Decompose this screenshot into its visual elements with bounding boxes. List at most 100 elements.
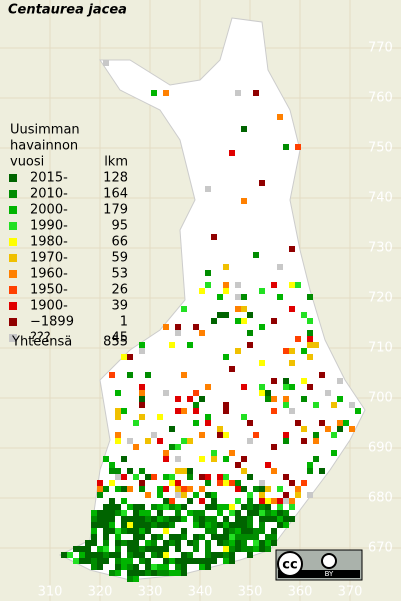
- record-square: [217, 474, 223, 480]
- y-axis-label: 690: [368, 441, 393, 456]
- record-square: [163, 390, 169, 396]
- record-square: [157, 516, 163, 522]
- legend-label: 1950-: [30, 283, 68, 298]
- record-square: [103, 456, 109, 462]
- record-square: [259, 540, 265, 546]
- record-square: [319, 420, 325, 426]
- record-square: [235, 462, 241, 468]
- record-square: [91, 540, 97, 546]
- record-square: [175, 330, 181, 336]
- record-square: [187, 558, 193, 564]
- record-square: [163, 90, 169, 96]
- record-square: [271, 468, 277, 474]
- record-square: [199, 558, 205, 564]
- record-square: [163, 498, 169, 504]
- record-square: [199, 534, 205, 540]
- record-square: [265, 510, 271, 516]
- record-square: [103, 522, 109, 528]
- record-square: [235, 480, 241, 486]
- record-square: [205, 564, 211, 570]
- record-square: [199, 396, 205, 402]
- record-square: [259, 390, 265, 396]
- record-square: [181, 492, 187, 498]
- record-square: [283, 396, 289, 402]
- record-square: [103, 60, 109, 66]
- record-square: [163, 450, 169, 456]
- record-square: [169, 540, 175, 546]
- record-square: [121, 474, 127, 480]
- record-square: [235, 306, 241, 312]
- y-axis-label: 680: [368, 491, 393, 506]
- legend-count: 1: [120, 315, 128, 330]
- record-square: [235, 534, 241, 540]
- legend-swatch: [9, 174, 17, 182]
- record-square: [133, 546, 139, 552]
- record-square: [103, 534, 109, 540]
- record-square: [211, 522, 217, 528]
- record-square: [151, 540, 157, 546]
- record-square: [283, 516, 289, 522]
- record-square: [169, 570, 175, 576]
- record-square: [295, 336, 301, 342]
- record-square: [247, 438, 253, 444]
- record-square: [145, 510, 151, 516]
- legend-label: 2015-: [30, 171, 68, 186]
- record-square: [85, 552, 91, 558]
- x-axis-label: 350: [238, 585, 263, 600]
- record-square: [133, 522, 139, 528]
- record-square: [121, 498, 127, 504]
- record-square: [145, 492, 151, 498]
- record-square: [91, 528, 97, 534]
- record-square: [205, 492, 211, 498]
- record-square: [241, 294, 247, 300]
- record-square: [271, 534, 277, 540]
- record-square: [133, 474, 139, 480]
- record-square: [289, 516, 295, 522]
- record-square: [349, 426, 355, 432]
- record-square: [103, 540, 109, 546]
- record-square: [277, 510, 283, 516]
- legend-swatch: [9, 190, 17, 198]
- record-square: [199, 474, 205, 480]
- record-square: [229, 534, 235, 540]
- record-square: [115, 390, 121, 396]
- record-square: [259, 498, 265, 504]
- total-count: 855: [103, 335, 128, 350]
- record-square: [133, 444, 139, 450]
- record-square: [73, 546, 79, 552]
- record-square: [139, 516, 145, 522]
- record-square: [271, 282, 277, 288]
- record-square: [127, 546, 133, 552]
- record-square: [223, 558, 229, 564]
- record-square: [253, 528, 259, 534]
- record-square: [175, 492, 181, 498]
- record-square: [139, 528, 145, 534]
- record-square: [331, 450, 337, 456]
- legend-swatch: [9, 254, 17, 262]
- record-square: [181, 306, 187, 312]
- record-square: [163, 552, 169, 558]
- record-square: [97, 552, 103, 558]
- record-square: [253, 90, 259, 96]
- record-square: [301, 378, 307, 384]
- record-square: [259, 480, 265, 486]
- record-square: [259, 360, 265, 366]
- record-square: [193, 558, 199, 564]
- record-square: [271, 498, 277, 504]
- record-square: [115, 486, 121, 492]
- record-square: [271, 510, 277, 516]
- record-square: [139, 390, 145, 396]
- record-square: [223, 354, 229, 360]
- record-square: [289, 498, 295, 504]
- record-square: [97, 546, 103, 552]
- record-square: [223, 264, 229, 270]
- record-square: [295, 420, 301, 426]
- record-square: [109, 522, 115, 528]
- record-square: [205, 528, 211, 534]
- record-square: [181, 552, 187, 558]
- record-square: [85, 540, 91, 546]
- record-square: [127, 570, 133, 576]
- record-square: [235, 540, 241, 546]
- record-square: [295, 486, 301, 492]
- record-square: [121, 540, 127, 546]
